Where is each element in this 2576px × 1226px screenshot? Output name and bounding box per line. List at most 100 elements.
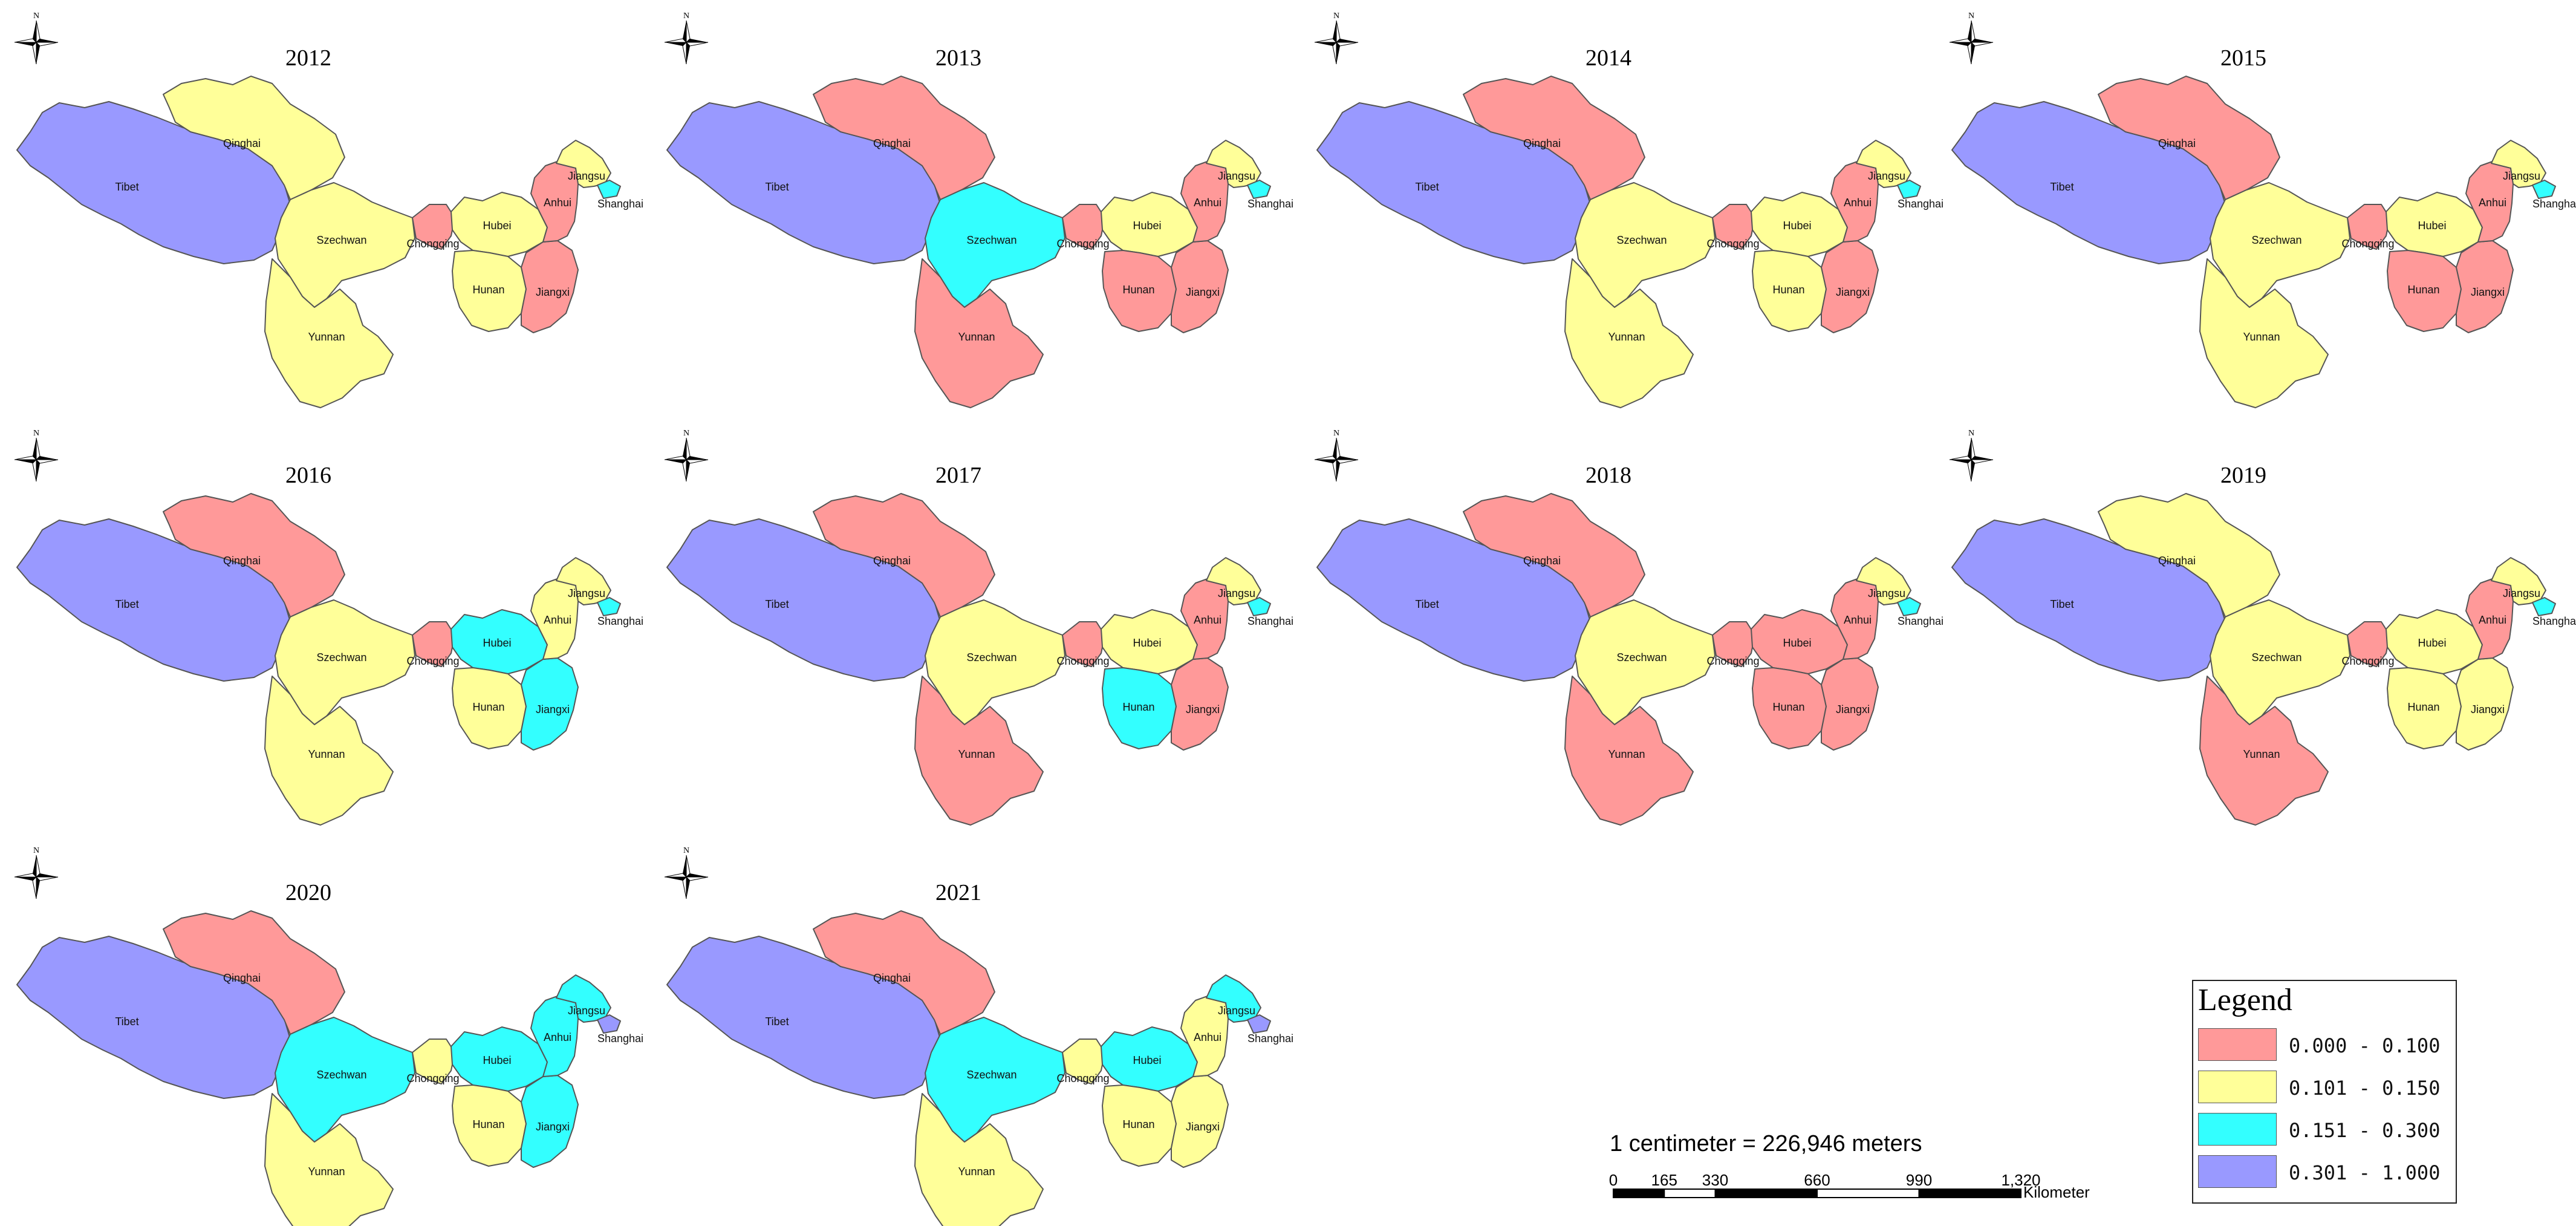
region-szechwan	[2210, 182, 2350, 308]
label-hunan: Hunan	[1122, 701, 1154, 713]
region-szechwan	[925, 599, 1065, 725]
label-jiangxi: Jiangxi	[1836, 703, 1870, 716]
region-chongqing	[1712, 621, 1755, 667]
region-qinghai	[163, 493, 345, 618]
label-yunnan: Yunnan	[2243, 748, 2280, 760]
region-shanghai	[1247, 1014, 1271, 1034]
label-qinghai: Qinghai	[1523, 555, 1561, 567]
scale-segment	[1817, 1189, 1920, 1198]
region-hunan	[1102, 667, 1177, 749]
north-arrow-icon: N	[664, 846, 709, 899]
label-tibet: Tibet	[1415, 181, 1439, 193]
label-chongqing: Chongqing	[1706, 655, 1759, 667]
label-shanghai: Shanghai	[2532, 615, 2576, 627]
label-qinghai: Qinghai	[223, 137, 261, 149]
region-shanghai	[2532, 597, 2556, 616]
label-hunan: Hunan	[2407, 701, 2439, 713]
label-qinghai: Qinghai	[223, 555, 261, 567]
region-jiangsu	[1206, 974, 1261, 1023]
label-tibet: Tibet	[2050, 181, 2073, 193]
label-szechwan: Szechwan	[2251, 651, 2301, 664]
label-jiangsu: Jiangsu	[1218, 170, 1255, 182]
label-hunan: Hunan	[472, 284, 504, 296]
region-shanghai	[1247, 597, 1271, 616]
region-szechwan	[1575, 182, 1716, 308]
legend-label-4: 0.301 - 1.000	[2289, 1161, 2441, 1184]
region-hunan	[2387, 250, 2462, 332]
label-jiangsu: Jiangsu	[568, 587, 605, 599]
region-qinghai	[813, 493, 995, 618]
region-anhui	[1180, 994, 1229, 1077]
map-title-2019: 2019	[2220, 463, 2266, 488]
north-arrow-icon: N	[664, 429, 709, 482]
label-jiangxi: Jiangxi	[536, 703, 570, 716]
region-szechwan	[925, 1017, 1065, 1143]
region-chongqing	[1712, 204, 1755, 250]
region-chongqing	[412, 1039, 455, 1084]
region-shanghai	[1897, 180, 1921, 199]
region-hunan	[2387, 667, 2462, 749]
north-arrow-icon: N	[664, 11, 709, 65]
region-hunan	[1752, 250, 1827, 332]
label-szechwan: Szechwan	[1616, 651, 1667, 664]
legend-title: Legend	[2198, 983, 2292, 1017]
region-chongqing	[1062, 204, 1105, 250]
label-qinghai: Qinghai	[873, 555, 911, 567]
label-shanghai: Shanghai	[597, 1032, 643, 1045]
legend: Legend 0.000 - 0.100 0.101 - 0.150 0.151…	[2192, 980, 2457, 1204]
region-jiangsu	[1856, 140, 1911, 188]
scale-tick-label: 1,320	[2001, 1171, 2040, 1189]
region-jiangxi	[1171, 657, 1229, 751]
legend-label-2: 0.101 - 0.150	[2289, 1077, 2441, 1100]
region-yunnan	[914, 1093, 1044, 1226]
label-yunnan: Yunnan	[958, 1166, 995, 1178]
north-label: N	[33, 11, 39, 21]
north-arrow-icon: N	[1949, 11, 1994, 65]
label-chongqing: Chongqing	[2341, 655, 2394, 667]
region-qinghai	[813, 910, 995, 1035]
label-tibet: Tibet	[1415, 598, 1439, 610]
label-anhui: Anhui	[1194, 614, 1221, 626]
north-label: N	[33, 429, 39, 438]
map-title-2012: 2012	[285, 45, 331, 71]
region-jiangxi	[2456, 240, 2514, 333]
label-chongqing: Chongqing	[406, 238, 459, 250]
region-qinghai	[1463, 493, 1645, 618]
label-chongqing: Chongqing	[1706, 238, 1759, 250]
map-panel-2015: N 2015 Tibet Qinghai Szechwan Yunnan Chongqing…	[1949, 11, 2576, 408]
label-anhui: Anhui	[1844, 197, 1872, 209]
label-qinghai: Qinghai	[873, 137, 911, 149]
label-tibet: Tibet	[765, 598, 789, 610]
region-szechwan	[275, 1017, 415, 1143]
region-jiangsu	[2491, 557, 2546, 605]
region-qinghai	[813, 76, 995, 200]
region-jiangxi	[2456, 657, 2514, 751]
label-chongqing: Chongqing	[406, 1072, 459, 1084]
label-jiangxi: Jiangxi	[1836, 286, 1870, 298]
label-shanghai: Shanghai	[597, 198, 643, 210]
region-anhui	[2465, 159, 2514, 243]
label-chongqing: Chongqing	[2341, 238, 2394, 250]
label-anhui: Anhui	[544, 197, 571, 209]
label-hubei: Hubei	[483, 637, 511, 649]
region-jiangxi	[1821, 240, 1879, 333]
scale-segment	[1664, 1189, 1716, 1198]
label-yunnan: Yunnan	[1608, 331, 1645, 343]
label-hubei: Hubei	[1133, 220, 1161, 232]
region-chongqing	[2347, 204, 2390, 250]
label-tibet: Tibet	[115, 181, 138, 193]
region-qinghai	[163, 910, 345, 1035]
region-szechwan	[2210, 599, 2350, 725]
region-anhui	[530, 159, 579, 243]
region-qinghai	[2098, 76, 2280, 200]
label-tibet: Tibet	[115, 1016, 138, 1028]
region-yunnan	[264, 258, 394, 408]
scale-segment	[1613, 1189, 1665, 1198]
region-anhui	[530, 576, 579, 660]
label-szechwan: Szechwan	[966, 1069, 1016, 1081]
label-yunnan: Yunnan	[958, 331, 995, 343]
map-title-2013: 2013	[935, 45, 981, 71]
region-chongqing	[412, 204, 455, 250]
label-chongqing: Chongqing	[406, 655, 459, 667]
map-panel-2018: N 2018 Tibet Qinghai Szechwan Yunnan Chongqing…	[1314, 429, 1943, 826]
